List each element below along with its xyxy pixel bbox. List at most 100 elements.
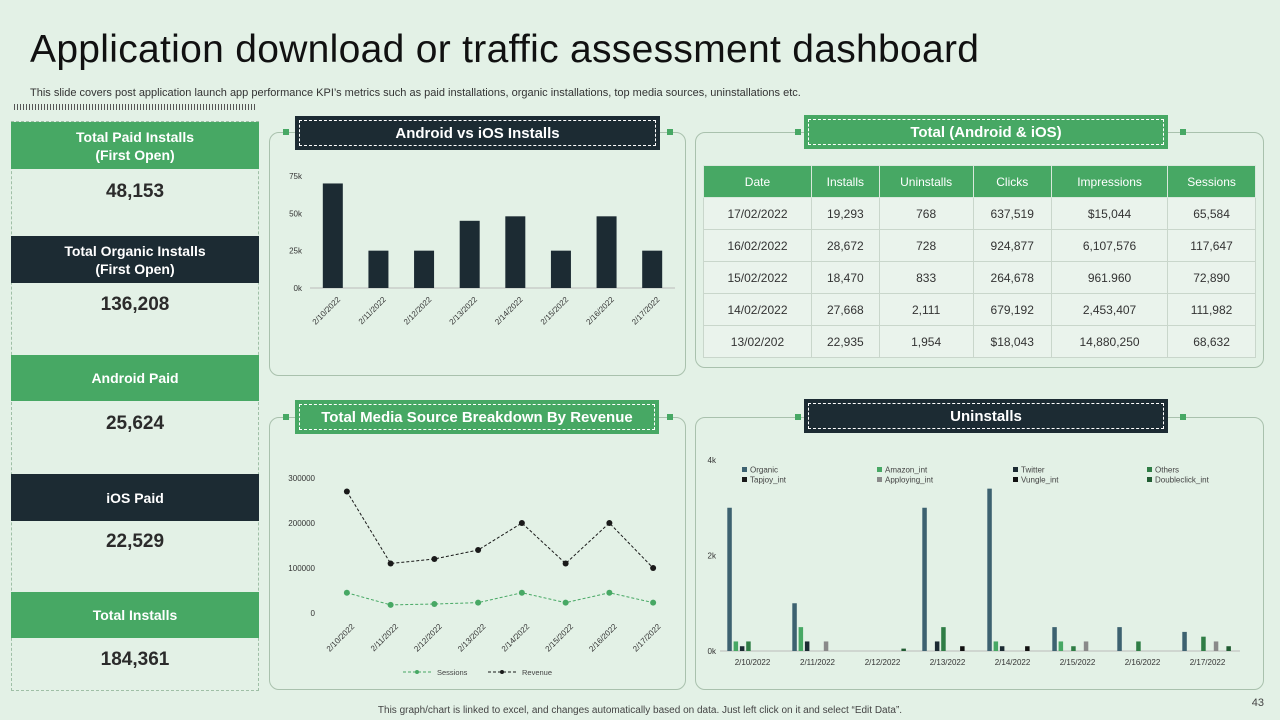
data-point — [387, 560, 394, 567]
bar — [459, 220, 480, 288]
legend-label: Tapjoy_int — [750, 476, 787, 485]
table-cell: 16/02/2022 — [703, 229, 812, 262]
legend-swatch — [742, 467, 747, 472]
data-point — [650, 565, 657, 571]
android-ios-bar-chart: 0k 25k 50k 75k 2/10/2022 2/11/2022 2/12/2022 2/… — [289, 172, 675, 327]
bar — [823, 641, 829, 651]
bar — [960, 646, 965, 651]
x-tick-label: 2/10/2022 — [311, 295, 343, 327]
data-point — [343, 589, 350, 596]
x-tick-label: 2/16/2022 — [584, 295, 616, 327]
table-cell: 18,470 — [810, 261, 880, 294]
table-cell: $15,044 — [1050, 197, 1169, 230]
bar — [798, 627, 804, 651]
page-title: Application download or traffic assessme… — [30, 28, 980, 71]
legend-swatch — [877, 477, 882, 482]
data-point — [650, 599, 657, 606]
legend-label: Vungle_int — [1021, 476, 1059, 485]
page-subtitle: This slide covers post application launc… — [30, 87, 801, 99]
kpi-label-total-installs: Total Installs — [11, 592, 259, 638]
table-row: 16/02/2022 28,672 728 924,877 6,107,576 … — [703, 229, 1256, 262]
table-cell: 22,935 — [810, 325, 880, 358]
x-tick-label: 2/15/2022 — [1060, 658, 1096, 667]
legend-swatch — [1147, 477, 1152, 482]
bar — [999, 646, 1005, 651]
y-tick-label: 0 — [311, 609, 316, 618]
ruler-decoration — [14, 104, 256, 110]
legend-swatch — [742, 477, 747, 482]
x-tick-label: 2/10/2022 — [325, 622, 357, 654]
bar — [792, 603, 797, 651]
bar — [733, 641, 739, 651]
legend-marker — [500, 670, 504, 674]
media-source-line-chart: 0 100000 200000 300000 2/10/2022 2/11/2022 2/1… — [288, 474, 663, 677]
table-cell: 68,632 — [1167, 325, 1256, 358]
bar — [1071, 646, 1076, 651]
data-point — [606, 589, 613, 596]
table-cell: 111,982 — [1167, 293, 1256, 326]
legend-swatch — [1013, 467, 1018, 472]
x-tick-label: 2/15/2022 — [544, 622, 576, 654]
table-cell: 637,519 — [972, 197, 1052, 230]
x-tick-label: 2/17/2022 — [631, 622, 663, 654]
kpi-value-ios-paid: 22,529 — [105, 531, 165, 552]
x-tick-label: 2/14/2022 — [995, 658, 1031, 667]
col-header-sessions: Sessions — [1167, 165, 1256, 198]
table-cell: 924,877 — [972, 229, 1052, 262]
table-cell: 833 — [878, 261, 974, 294]
bar — [739, 646, 745, 651]
uninstalls-bar-chart: 0k 2k 4k 2/10/2022 2/11/2022 2/12/2022 2/13/20… — [708, 456, 1240, 667]
y-tick-label: 200000 — [288, 519, 315, 528]
bar — [642, 250, 663, 288]
kpi-label-android-paid: Android Paid — [11, 355, 259, 401]
total-title: Total (Android & iOS) — [804, 115, 1168, 149]
bar — [505, 216, 526, 288]
data-point — [562, 560, 569, 567]
x-tick-label: 2/12/2022 — [402, 295, 434, 327]
table-cell: 19,293 — [810, 197, 880, 230]
kpi-value-paid-installs: 48,153 — [105, 181, 165, 202]
table-cell: 117,647 — [1167, 229, 1256, 262]
table-cell: 264,678 — [972, 261, 1052, 294]
x-tick-label: 2/16/2022 — [1125, 658, 1161, 667]
table-cell: 28,672 — [810, 229, 880, 262]
bar — [550, 250, 571, 288]
page-number: 43 — [1251, 697, 1264, 709]
col-header-clicks: Clicks — [972, 165, 1052, 198]
table-cell: 15/02/2022 — [703, 261, 812, 294]
media-source-title: Total Media Source Breakdown By Revenue — [295, 400, 659, 434]
col-header-installs: Installs — [810, 165, 880, 198]
y-tick-label: 2k — [708, 552, 717, 561]
bar — [1117, 627, 1122, 651]
footer-note: This graph/chart is linked to excel, and… — [377, 705, 903, 716]
x-tick-label: 2/13/2022 — [448, 295, 480, 327]
y-tick-label: 300000 — [288, 474, 315, 483]
legend-label: Revenue — [522, 668, 552, 677]
table-cell: 6,107,576 — [1050, 229, 1169, 262]
x-tick-label: 2/11/2022 — [357, 295, 388, 326]
data-point — [475, 547, 482, 553]
table-row: 15/02/2022 18,470 833 264,678 961.960 72… — [703, 261, 1256, 294]
y-tick-label: 25k — [289, 247, 303, 256]
y-tick-label: 0k — [294, 284, 303, 293]
uninstalls-title: Uninstalls — [804, 399, 1168, 433]
bar — [322, 183, 343, 288]
data-point — [431, 601, 438, 607]
x-tick-label: 2/11/2022 — [800, 658, 836, 667]
bar — [1025, 646, 1030, 651]
x-tick-label: 2/17/2022 — [630, 295, 662, 327]
y-tick-label: 0k — [708, 647, 717, 656]
bar — [993, 641, 999, 651]
x-tick-label: 2/15/2022 — [539, 295, 571, 327]
legend-label: Others — [1155, 466, 1179, 475]
data-point — [387, 601, 394, 608]
kpi-value-total-installs: 184,361 — [100, 649, 170, 670]
x-tick-label: 2/12/2022 — [865, 658, 901, 667]
legend-swatch — [1147, 467, 1152, 472]
bar — [727, 507, 732, 651]
y-tick-label: 4k — [708, 456, 717, 465]
bar — [804, 641, 810, 651]
data-point — [431, 556, 438, 562]
data-point — [518, 520, 525, 526]
table-cell: 65,584 — [1167, 197, 1256, 230]
